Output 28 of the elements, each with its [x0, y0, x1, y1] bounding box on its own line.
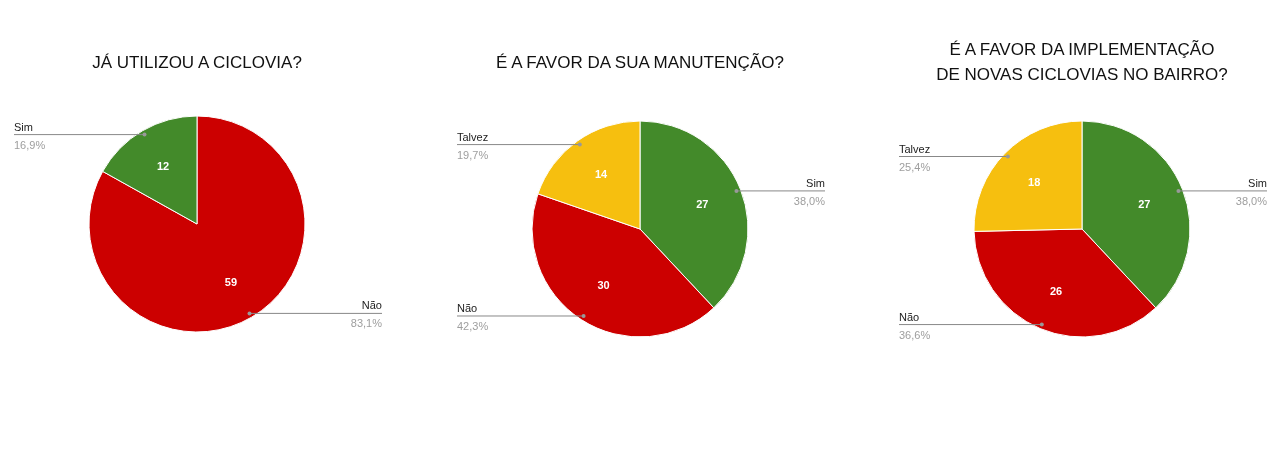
text: 38,0%	[1235, 194, 1268, 207]
chart-title: É A FAVOR DA SUA MANUTENÇÃO?	[496, 53, 784, 72]
data-label: 14	[595, 168, 609, 181]
data-label: 59	[224, 275, 238, 288]
text: 25,4%	[899, 160, 931, 173]
data-label: 27	[696, 198, 709, 211]
data-label: 12	[156, 160, 170, 173]
slice-label: Sim	[806, 176, 825, 189]
text: 38,0%	[793, 194, 826, 207]
text: 42,3%	[457, 319, 489, 332]
slice-label: Não	[457, 301, 478, 314]
text: 36,6%	[899, 328, 931, 341]
data-label: 26	[1049, 284, 1063, 297]
pie-slice	[88, 115, 306, 333]
text: 19,7%	[457, 148, 489, 161]
text: 16,9%	[14, 138, 46, 151]
data-label: 30	[597, 279, 610, 292]
slice-label: Não	[361, 299, 382, 312]
chart-title: JÁ UTILIZOU A CICLOVIA?	[92, 53, 302, 72]
slice-label: Talvez	[457, 130, 489, 143]
slice-label: Talvez	[899, 142, 931, 155]
text: 83,1%	[350, 317, 383, 330]
data-label: 18	[1028, 176, 1041, 189]
data-label: 27	[1138, 198, 1151, 211]
slice-label: Sim	[1248, 176, 1267, 189]
slice-label: Não	[899, 310, 920, 323]
slice-label: Sim	[14, 120, 33, 133]
chart-title: É A FAVOR DA IMPLEMENTAÇÃO DE NOVAS CICLOVIAS NO BAIRRO?	[936, 40, 1228, 84]
